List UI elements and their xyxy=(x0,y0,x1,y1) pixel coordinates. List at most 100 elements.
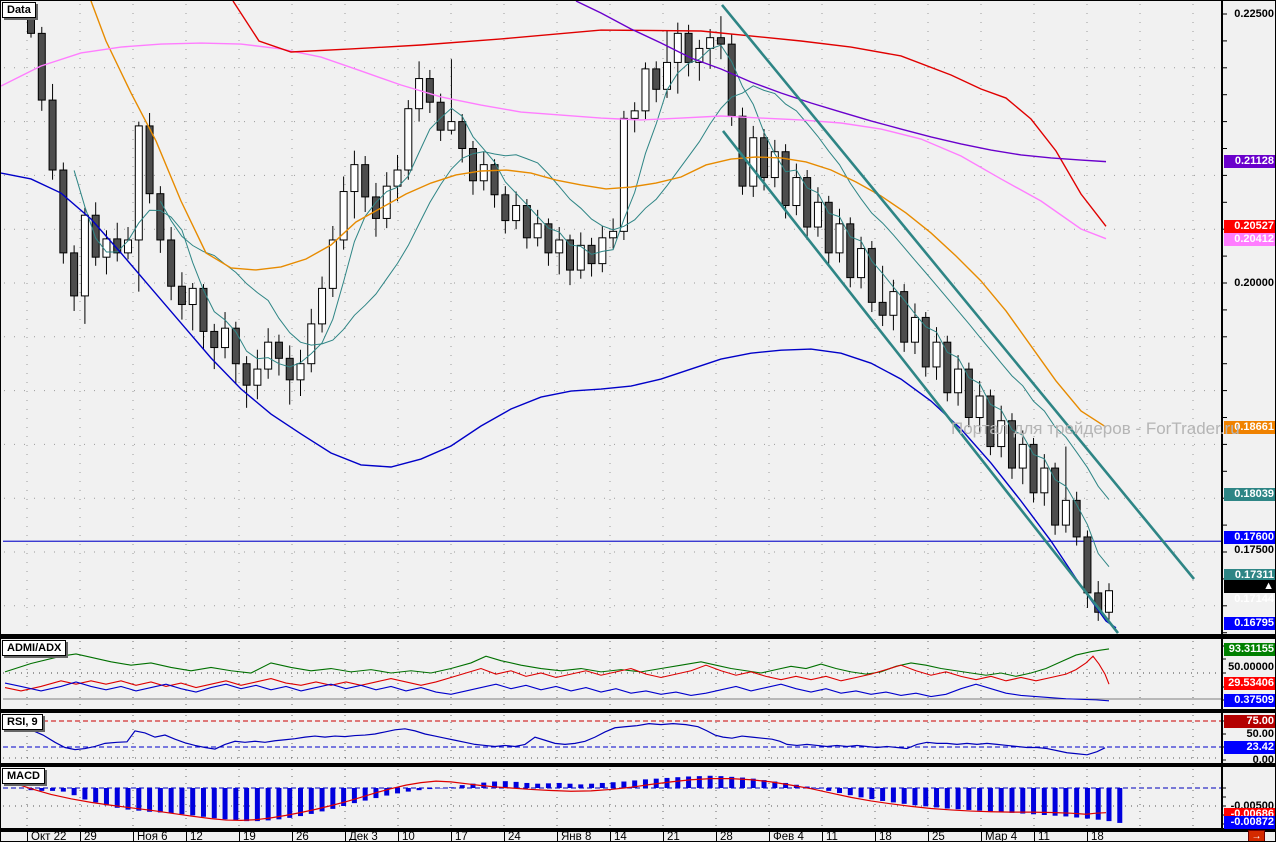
macd-scale-label: -0.00872 xyxy=(1224,815,1275,829)
separator-rsi-macd[interactable] xyxy=(1,763,1275,767)
candle xyxy=(253,368,262,386)
time-axis-label: Дек 3 xyxy=(349,831,378,842)
candle xyxy=(1072,499,1081,538)
candle xyxy=(199,287,208,332)
candle xyxy=(900,291,909,343)
adx-scale-label: 50.00000 xyxy=(1228,660,1274,673)
candle xyxy=(803,177,812,228)
price-scale-label: 0.20000 xyxy=(1234,276,1274,289)
candle xyxy=(371,196,380,219)
candle xyxy=(770,151,779,179)
candle xyxy=(835,223,844,254)
candle xyxy=(867,248,876,303)
candle xyxy=(156,193,165,241)
price-level-badge: 0.18661 xyxy=(1224,420,1275,434)
time-axis-tick xyxy=(1087,832,1088,841)
time-axis-tick xyxy=(80,832,81,841)
candle xyxy=(490,164,499,196)
candle xyxy=(285,357,294,381)
time-axis-tick xyxy=(928,832,929,841)
separator-adx-rsi[interactable] xyxy=(1,709,1275,713)
time-axis-label: 18 xyxy=(1091,831,1104,842)
candle xyxy=(436,101,445,131)
time-axis-label: 25 xyxy=(932,831,945,842)
di-minus-line xyxy=(4,655,1110,692)
time-axis-tick xyxy=(1034,832,1035,841)
price-level-badge: 0.20412 xyxy=(1224,232,1275,246)
price-scale-label: 0.17500 xyxy=(1234,543,1274,556)
candle xyxy=(468,148,477,182)
candle xyxy=(878,301,887,316)
candle xyxy=(824,201,833,254)
candle xyxy=(684,32,693,63)
candle xyxy=(264,341,273,370)
time-axis-tick xyxy=(875,832,876,841)
candle xyxy=(404,108,413,171)
candle xyxy=(1007,420,1016,469)
ma-teal-mid xyxy=(159,85,1110,500)
time-axis-tick xyxy=(769,832,770,841)
candle xyxy=(102,238,111,258)
candle xyxy=(27,16,35,34)
separator-macd-axis xyxy=(1,828,1275,832)
price-level-badge: 0.17600 xyxy=(1224,530,1275,544)
candle xyxy=(307,323,316,365)
time-axis-label: Окт 22 xyxy=(31,831,67,842)
scroll-to-end-button[interactable]: → xyxy=(1248,830,1265,841)
time-axis-label: 19 xyxy=(243,831,256,842)
time-axis-tick xyxy=(398,832,399,841)
rsi-line xyxy=(4,722,1106,756)
candle xyxy=(609,230,618,239)
candle xyxy=(145,125,154,195)
time-axis-label: 14 xyxy=(614,831,627,842)
time-axis-tick xyxy=(557,832,558,841)
candle xyxy=(501,194,510,222)
candle xyxy=(1105,590,1113,613)
rsi-scale-label: 0.00 xyxy=(1252,753,1274,766)
candle xyxy=(447,121,456,131)
time-axis-label: 21 xyxy=(667,831,680,842)
trend-channel-line xyxy=(720,4,1196,580)
candle xyxy=(555,239,564,254)
time-axis-tick xyxy=(239,832,240,841)
candle xyxy=(339,191,348,241)
price-level-badge: 0.17311 xyxy=(1224,568,1275,582)
candle xyxy=(652,68,661,90)
candle xyxy=(177,285,186,306)
candle xyxy=(318,287,327,325)
adx-scale-label: 93.31155 xyxy=(1224,642,1275,656)
candle xyxy=(458,121,467,149)
separator-main-adx[interactable] xyxy=(1,634,1275,639)
candle xyxy=(619,117,628,232)
time-axis-label: Ноя 6 xyxy=(137,831,168,842)
time-axis-tick xyxy=(504,832,505,841)
candle xyxy=(943,341,952,394)
candle xyxy=(857,248,866,279)
ma-orange xyxy=(90,1,1107,428)
rsi-scale-label: 50.00 xyxy=(1246,727,1274,740)
time-axis-tick xyxy=(610,832,611,841)
candle xyxy=(70,252,79,297)
time-axis-tick xyxy=(186,832,187,841)
adx-scale-label: 29.53406 xyxy=(1224,676,1275,690)
candle xyxy=(1083,536,1092,594)
candle xyxy=(954,368,963,394)
candle xyxy=(1051,467,1060,526)
candle xyxy=(522,205,531,239)
time-axis[interactable]: Окт 22 29 Ноя 6 12 19 26 Дек 3 10 17 24 Янв 8 14 21 2… xyxy=(1,831,1275,842)
candle xyxy=(48,99,57,171)
candle xyxy=(910,316,919,343)
candle xyxy=(986,395,995,448)
time-axis-label: 11 xyxy=(826,831,838,842)
time-axis-tick xyxy=(663,832,664,841)
time-axis-tick xyxy=(292,832,293,841)
trend-channel-line xyxy=(721,130,1120,634)
candle xyxy=(328,239,337,289)
candle xyxy=(242,363,251,386)
candle xyxy=(479,164,488,182)
ma-teal-fast xyxy=(73,44,1110,567)
adx-line xyxy=(4,648,1110,677)
candle xyxy=(781,151,790,207)
candle xyxy=(566,239,574,271)
